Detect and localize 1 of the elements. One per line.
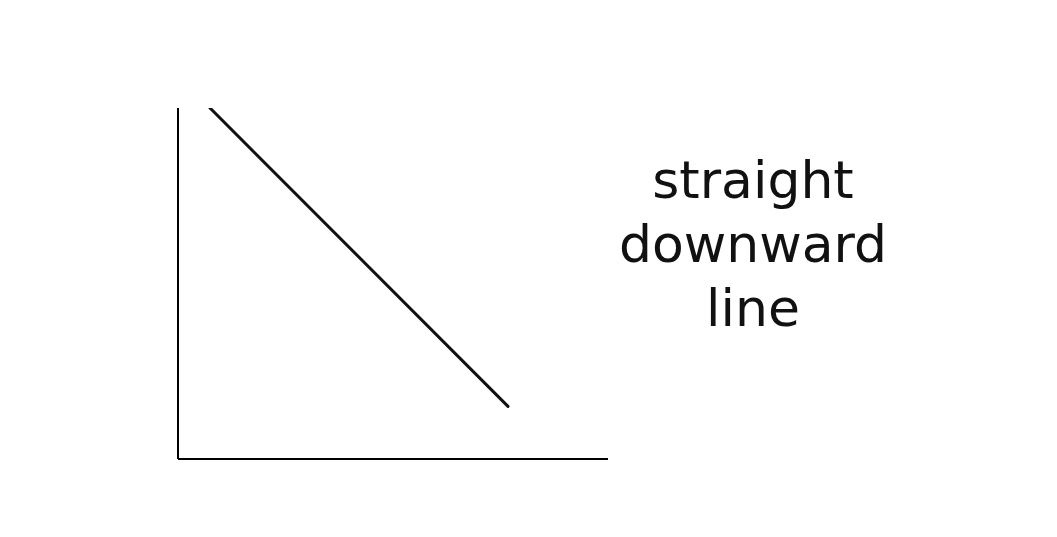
text: straight downward line: [617, 149, 889, 340]
